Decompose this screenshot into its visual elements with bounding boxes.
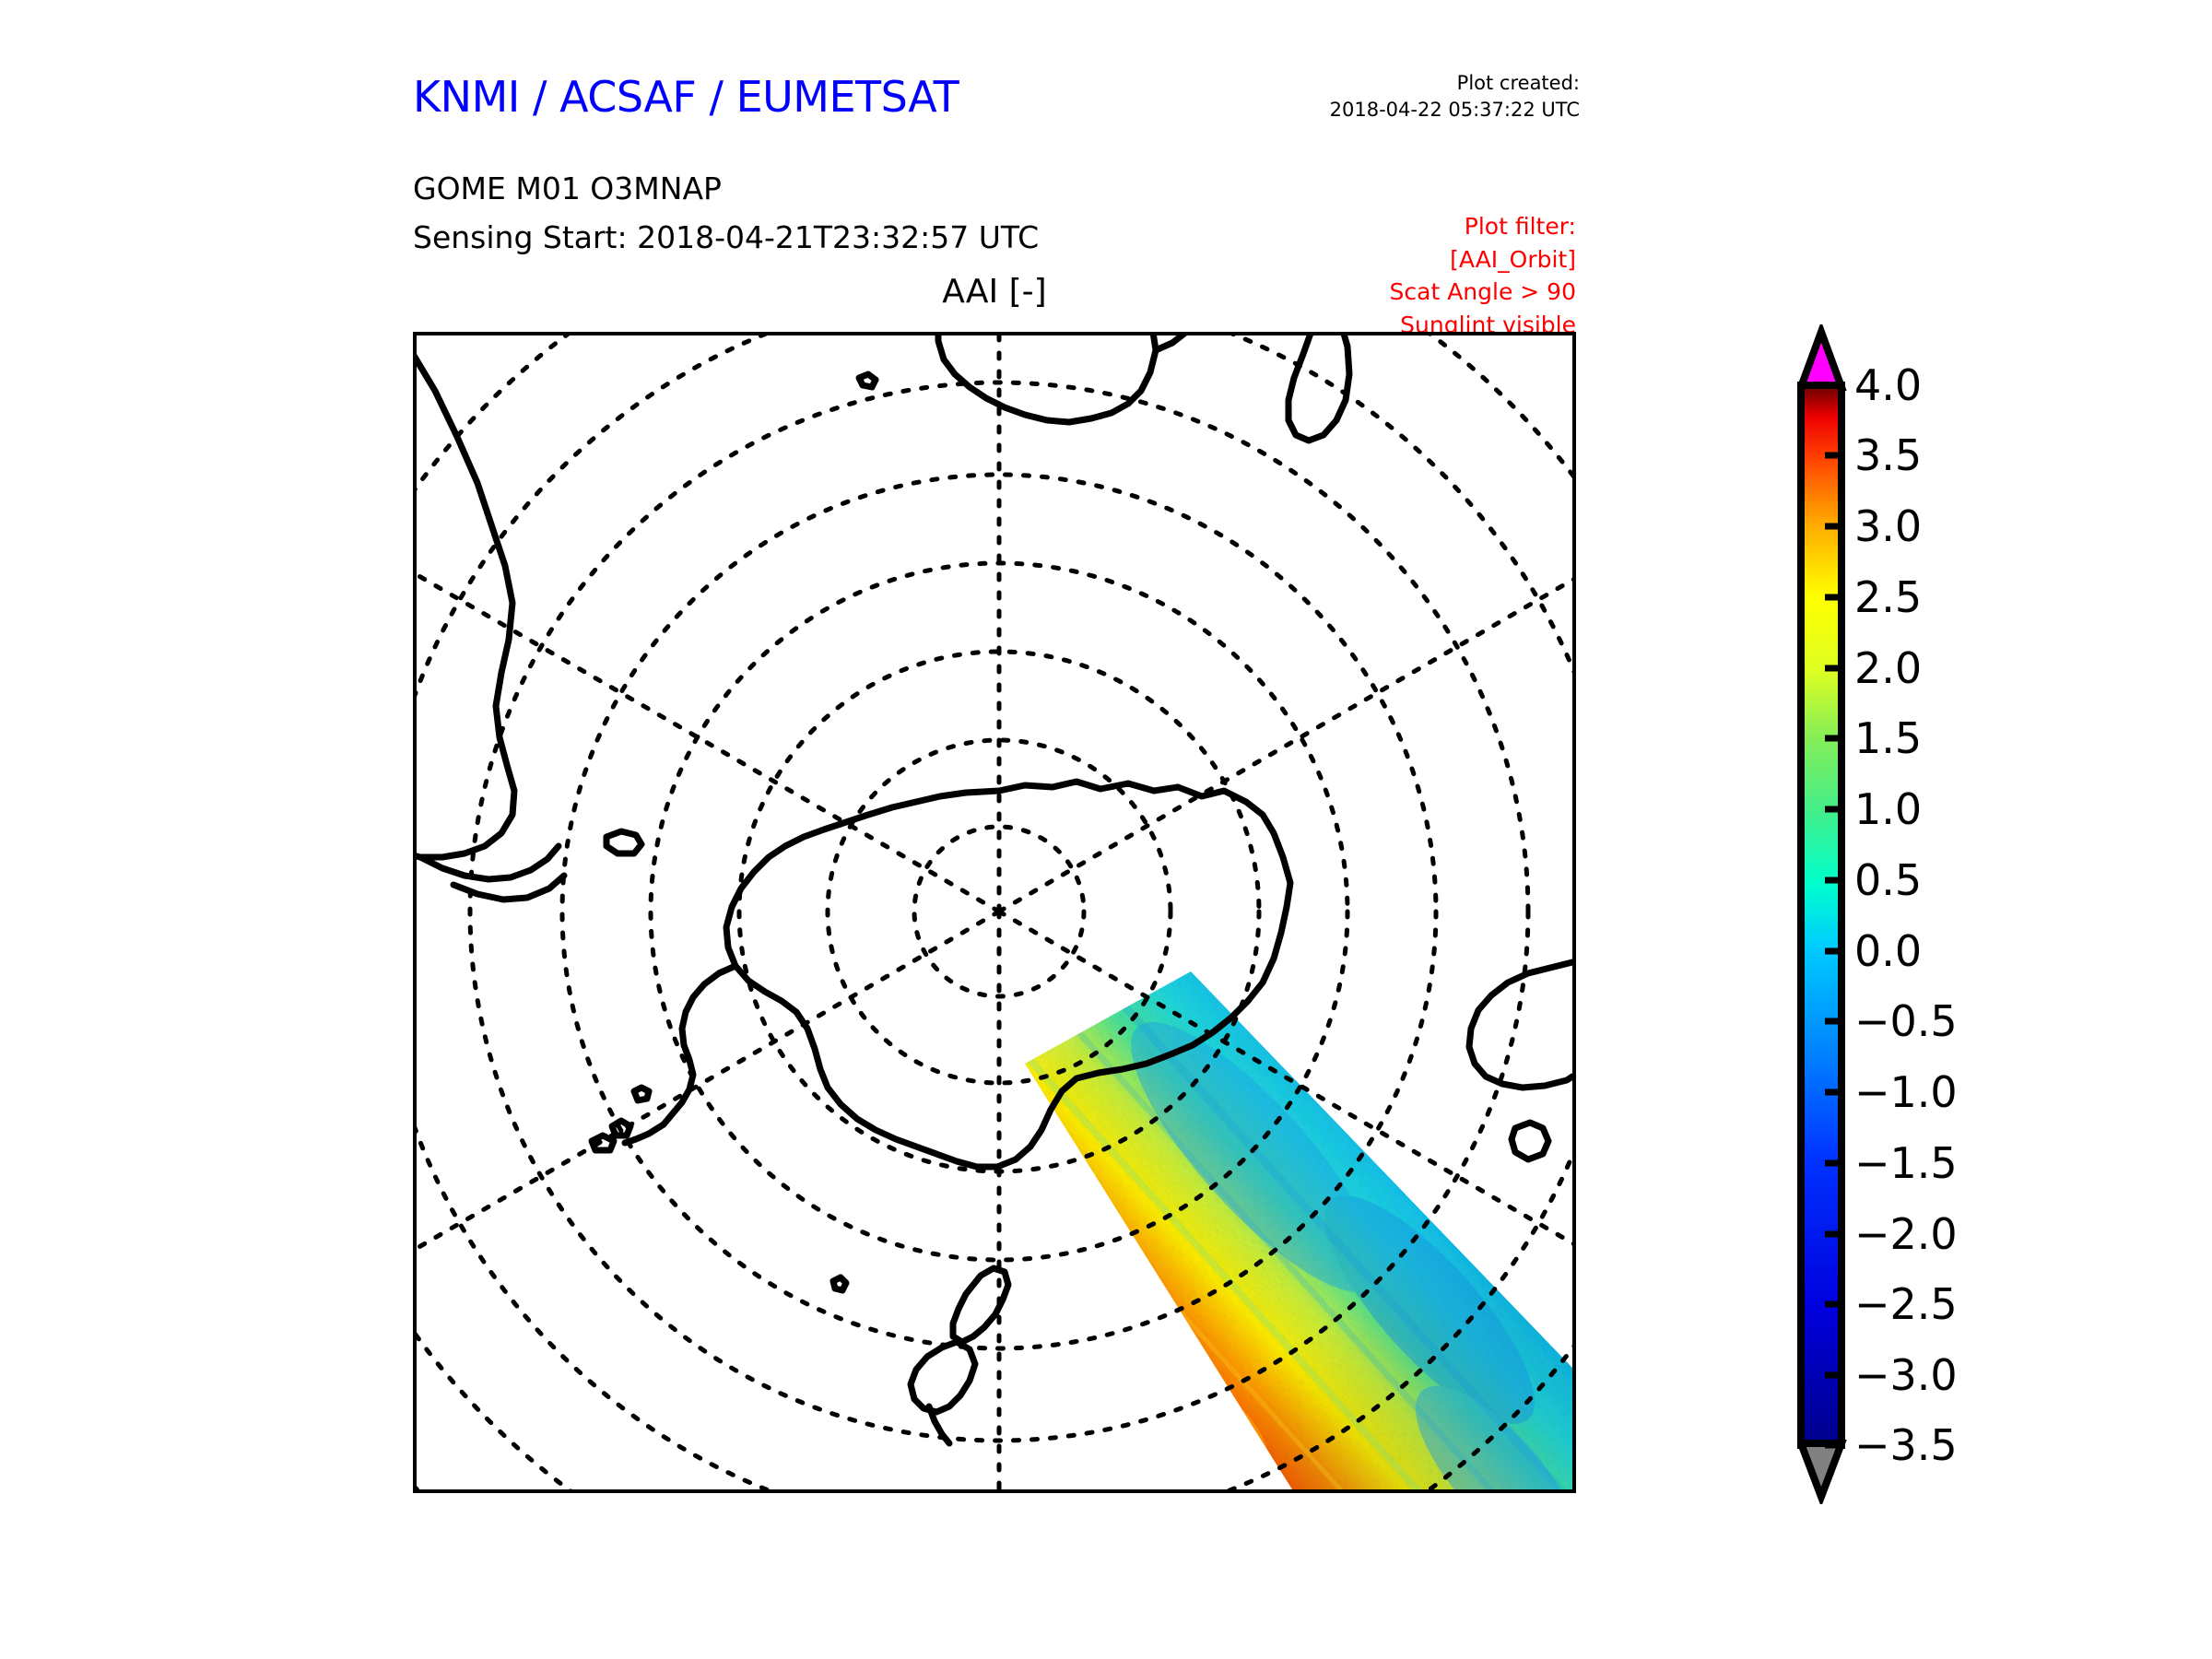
brand-title: KNMI / ACSAF / EUMETSAT xyxy=(413,72,959,122)
colorbar-bar xyxy=(1797,382,1845,1449)
colorbar-tick-label: 0.5 xyxy=(1854,855,1923,905)
product-line: GOME M01 O3MNAP xyxy=(413,171,722,206)
satellite-swath xyxy=(1025,971,1572,1489)
plot-created-label: Plot created: xyxy=(1456,72,1580,94)
coastlines xyxy=(417,335,1572,1447)
colorbar-tick-label: 2.0 xyxy=(1854,643,1923,693)
colorbar-tick-label: −2.0 xyxy=(1854,1209,1958,1259)
colorbar-tick-label: −3.5 xyxy=(1854,1420,1958,1470)
colorbar-tick-label: 3.0 xyxy=(1854,501,1923,551)
map-plot-area xyxy=(413,332,1576,1493)
plot-filter-line-2: Scat Angle > 90 xyxy=(1389,278,1576,305)
plot-created-timestamp: 2018-04-22 05:37:22 UTC xyxy=(1329,98,1580,121)
colorbar-tick-label: 0.0 xyxy=(1854,926,1923,976)
plot-filter-title: Plot filter: xyxy=(1464,213,1576,240)
plot-created-block: Plot created: 2018-04-22 05:37:22 UTC xyxy=(1330,70,1580,124)
colorbar-under-arrow xyxy=(1797,1440,1847,1504)
colorbar-tick-labels: 4.0 3.5 3.0 2.5 2.0 1.5 1.0 0.5 0.0 −0.5… xyxy=(1854,324,2131,1504)
colorbar-ticks xyxy=(1825,382,1845,1449)
axes-title: AAI [-] xyxy=(942,273,1047,311)
colorbar-tick-label: 2.5 xyxy=(1854,572,1923,622)
colorbar-tick-label: 4.0 xyxy=(1854,360,1923,410)
map-svg xyxy=(417,335,1572,1489)
colorbar-over-arrow xyxy=(1797,324,1847,391)
colorbar-tick-label: 1.5 xyxy=(1854,713,1923,763)
colorbar-tick-label: −2.5 xyxy=(1854,1279,1958,1329)
colorbar-tick-label: 1.0 xyxy=(1854,784,1923,834)
colorbar-tick-label: 3.5 xyxy=(1854,430,1923,480)
plot-filter-line-1: [AAI_Orbit] xyxy=(1450,245,1576,273)
graticule-meridians xyxy=(417,335,1572,1489)
colorbar-tick-label: −1.0 xyxy=(1854,1067,1958,1117)
colorbar-tick-label: −0.5 xyxy=(1854,996,1958,1046)
colorbar-tick-label: −3.0 xyxy=(1854,1350,1958,1400)
colorbar: 4.0 3.5 3.0 2.5 2.0 1.5 1.0 0.5 0.0 −0.5… xyxy=(1797,324,2166,1504)
colorbar-svg xyxy=(1797,324,1847,1504)
colorbar-tick-label: −1.5 xyxy=(1854,1138,1958,1188)
sensing-start-line: Sensing Start: 2018-04-21T23:32:57 UTC xyxy=(413,219,1040,255)
